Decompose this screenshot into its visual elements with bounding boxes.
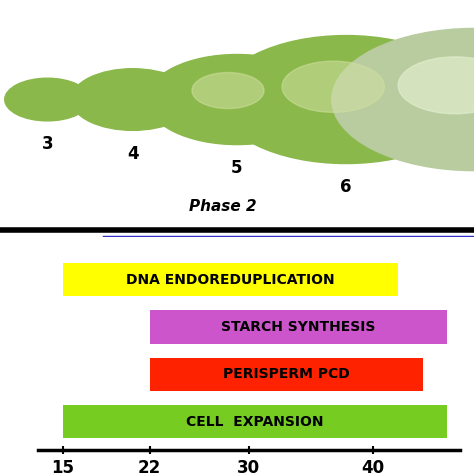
FancyBboxPatch shape — [63, 405, 447, 438]
Text: STARCH SYNTHESIS: STARCH SYNTHESIS — [221, 320, 376, 334]
Circle shape — [5, 78, 90, 121]
Circle shape — [282, 61, 384, 112]
FancyBboxPatch shape — [150, 310, 447, 344]
Text: Phase 2: Phase 2 — [189, 199, 256, 214]
Circle shape — [398, 57, 474, 114]
FancyBboxPatch shape — [150, 358, 422, 391]
Circle shape — [332, 28, 474, 171]
Circle shape — [147, 55, 327, 145]
Circle shape — [218, 36, 474, 164]
FancyBboxPatch shape — [63, 263, 398, 296]
Text: DNA ENDOREDUPLICATION: DNA ENDOREDUPLICATION — [126, 273, 335, 287]
Text: CELL  EXPANSION: CELL EXPANSION — [186, 415, 324, 429]
Text: PERISPERM PCD: PERISPERM PCD — [223, 367, 349, 382]
Circle shape — [192, 73, 264, 109]
Text: 4: 4 — [127, 145, 138, 163]
Text: 3: 3 — [42, 135, 53, 153]
Text: 5: 5 — [231, 159, 243, 177]
Text: 6: 6 — [340, 178, 352, 196]
Circle shape — [71, 69, 194, 130]
